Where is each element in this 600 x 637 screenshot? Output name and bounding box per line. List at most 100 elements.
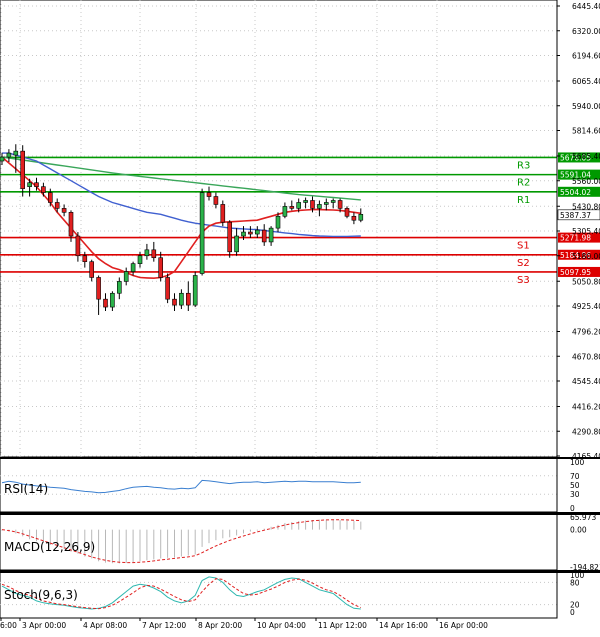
stoch-tick-label: 100	[570, 571, 585, 580]
pane-separator	[0, 512, 600, 515]
x-tick-label: 7 Apr 12:00	[142, 621, 186, 630]
candle-body	[317, 204, 322, 209]
candle-body	[6, 152, 12, 158]
sma-red-line	[1, 156, 361, 280]
level-price-tag	[558, 186, 600, 197]
stoch-tick-label: 0	[570, 608, 575, 617]
level-label-s1: S1	[517, 241, 530, 252]
level-label-r3: R3	[517, 160, 530, 171]
x-tick-label: 6:00	[0, 621, 17, 630]
candle-body	[47, 192, 53, 203]
candle-body	[255, 229, 260, 235]
rsi-line	[1, 479, 361, 494]
x-tick-label: 10 Apr 04:00	[257, 621, 306, 630]
candle-body	[192, 275, 198, 306]
level-price-label: 5184.96	[560, 251, 591, 260]
rsi-label: RSI(14)	[4, 482, 48, 496]
macd-signal-line	[1, 519, 361, 564]
level-label-s2: S2	[517, 258, 530, 269]
candle-body	[330, 200, 336, 203]
pane-stoch	[0, 571, 558, 619]
candle-body	[96, 277, 101, 300]
candle-body	[89, 261, 94, 278]
level-price-tag	[558, 249, 600, 260]
y-tick-label: 4925.40	[572, 302, 600, 311]
y-tick-label: 4416.20	[572, 403, 600, 412]
candle-body	[261, 229, 267, 243]
candle-body	[144, 249, 150, 257]
candle-body	[310, 200, 315, 209]
candle-body	[20, 150, 26, 189]
y-tick-label: 4670.80	[572, 352, 600, 361]
candle-body	[103, 298, 108, 308]
stoch-k-line	[1, 576, 361, 610]
y-tick-label: 6445.40	[572, 2, 600, 11]
candle-body	[34, 182, 39, 187]
candle-body	[337, 200, 343, 209]
candle-body	[172, 298, 177, 306]
level-label-r2: R2	[517, 178, 530, 189]
candle-body	[351, 215, 357, 221]
candle-body	[117, 281, 122, 294]
candle-body	[179, 292, 184, 306]
stoch-tick-label: 20	[570, 601, 580, 610]
candle-body	[0, 156, 5, 162]
candle-body	[61, 208, 67, 213]
level-price-label: 5271.98	[560, 234, 591, 243]
level-label-r1: R1	[517, 195, 530, 206]
y-tick-label: 6065.40	[572, 77, 600, 86]
candle-body	[296, 202, 302, 209]
x-tick-label: 14 Apr 16:00	[379, 621, 428, 630]
level-price-tag	[558, 232, 600, 243]
candle-body	[289, 206, 295, 209]
candle-body	[303, 200, 308, 203]
candle-body	[275, 215, 281, 229]
candle-body	[282, 206, 288, 217]
macd-tick-label: -194.821	[570, 563, 600, 572]
candle-body	[27, 182, 32, 187]
y-tick-label: 5305.40	[572, 227, 600, 236]
level-price-tag	[558, 169, 600, 180]
candle-body	[130, 263, 136, 272]
candle-body	[75, 235, 81, 257]
candle-body	[137, 255, 143, 264]
pane-separator	[0, 570, 600, 573]
level-price-label: 5678.05	[560, 153, 591, 162]
candle-body	[151, 249, 157, 259]
level-label-s3: S3	[517, 275, 530, 286]
y-tick-label: 5050.80	[572, 277, 600, 286]
stoch-label: Stoch(9,6,3)	[4, 588, 78, 602]
candle-body	[110, 292, 115, 308]
candle-body	[165, 277, 170, 300]
candle-body	[186, 292, 191, 306]
pane-macd	[0, 513, 558, 571]
sma-blue-line	[2, 152, 361, 238]
y-tick-label: 5560.00	[572, 177, 600, 186]
stoch-d-line	[1, 578, 361, 610]
pane-rsi	[0, 457, 558, 513]
x-tick-label: 11 Apr 12:00	[318, 621, 367, 630]
candle-body	[241, 231, 246, 237]
candle-body	[227, 221, 232, 253]
x-tick-label: 3 Apr 00:00	[22, 621, 66, 630]
y-tick-label: 4545.40	[572, 377, 600, 386]
current-price-tag	[557, 209, 600, 221]
candle-body	[220, 204, 226, 223]
candle-body	[323, 202, 329, 205]
x-tick-label: 16 Apr 00:00	[439, 621, 488, 630]
stoch-tick-label: 80	[570, 578, 580, 587]
candle-body	[41, 186, 46, 193]
macd-tick-label: 65.973	[570, 513, 596, 522]
y-tick-label: 5814.60	[572, 127, 600, 136]
macd-tick-label: 0.00	[570, 526, 587, 535]
y-tick-label: 4290.80	[572, 427, 600, 436]
candle-body	[68, 212, 74, 237]
sma-green-line	[1, 156, 361, 201]
y-tick-label: 5940.00	[572, 102, 600, 111]
candle-body	[13, 150, 19, 156]
candle-body	[199, 192, 205, 274]
candle-body	[344, 208, 350, 217]
candle-body	[206, 192, 212, 197]
